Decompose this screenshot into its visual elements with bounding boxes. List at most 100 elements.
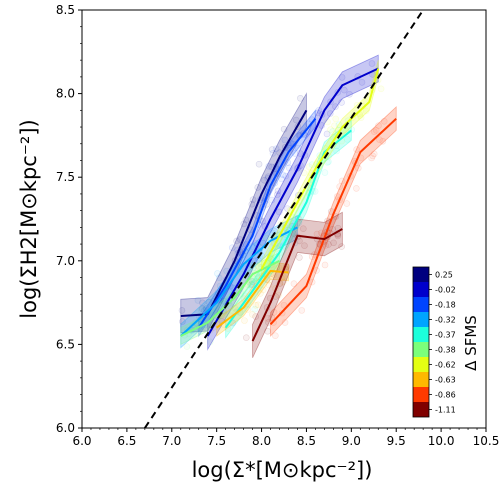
series-line — [251, 228, 343, 342]
scatter-point — [215, 274, 223, 282]
y-tick-label: 6.5 — [56, 337, 75, 351]
scatter-point — [327, 126, 334, 133]
scatter-point — [199, 305, 206, 313]
series-band — [216, 262, 289, 337]
scatter-point — [338, 243, 345, 250]
scatter-point — [372, 126, 380, 134]
scatter-point — [369, 152, 376, 160]
colorbar-label: -0.32 — [435, 316, 456, 325]
series-line — [269, 117, 397, 326]
scatter-point — [344, 136, 351, 143]
scatter-point — [296, 254, 303, 261]
scatter-point — [313, 267, 320, 274]
scatter-point — [338, 177, 346, 185]
scatter-point — [370, 128, 378, 135]
scatter-point — [299, 225, 307, 233]
y-tick-label: 7.5 — [56, 170, 75, 184]
scatter-point — [206, 338, 214, 346]
scatter-point — [318, 229, 325, 237]
scatter-point — [249, 196, 257, 203]
scatter-point — [248, 281, 256, 288]
scatter-point — [313, 230, 321, 238]
scatter-point — [331, 122, 338, 130]
scatter-point — [264, 327, 271, 335]
scatter-point — [259, 217, 266, 225]
y-tick-label: 6.0 — [56, 421, 75, 435]
scatter-point — [270, 308, 278, 316]
scatter-point — [325, 158, 332, 166]
x-tick-label: 10.5 — [473, 434, 500, 448]
scatter-point — [249, 311, 256, 318]
colorbar-segment — [413, 312, 429, 327]
scatter-point — [379, 137, 387, 145]
scatter-point — [272, 145, 280, 153]
scatter-point — [324, 159, 331, 166]
scatter-point — [354, 164, 362, 172]
scatter-point — [248, 200, 256, 208]
colorbar-label: -0.02 — [435, 286, 456, 295]
scatter-point — [338, 99, 345, 106]
y-tick-label: 8.5 — [56, 3, 75, 17]
x-tick-label: 6.5 — [117, 434, 136, 448]
scatter-point — [259, 286, 267, 294]
series-layer — [180, 67, 397, 342]
scatter-point — [322, 242, 329, 249]
scatter-point — [269, 150, 277, 157]
scatter-point — [318, 122, 325, 129]
scatter-point — [346, 90, 353, 98]
scatter-point — [332, 103, 339, 110]
scatter-point — [280, 278, 287, 286]
y-tick-label: 7.0 — [56, 254, 75, 268]
scatter-point — [251, 305, 259, 313]
x-tick-label: 8.5 — [297, 434, 316, 448]
scatter-point — [242, 334, 250, 341]
scatter-point — [335, 121, 343, 129]
series-line — [260, 68, 380, 270]
scatter-point — [254, 184, 262, 191]
scatter-point — [244, 306, 252, 313]
scatter-point — [290, 280, 298, 287]
scatter-point — [353, 146, 360, 153]
scatter-point — [199, 299, 206, 307]
colorbar-label: -0.18 — [435, 301, 456, 310]
colorbar-label: 0.25 — [435, 271, 453, 280]
colorbar-label: -1.11 — [435, 406, 456, 415]
colorbar-label: -0.38 — [435, 346, 456, 355]
x-tick-label: 6.0 — [72, 434, 91, 448]
scatter-point — [311, 188, 319, 195]
scatter-point — [240, 220, 248, 228]
y-tick-label: 8.0 — [56, 87, 75, 101]
colorbar-segment — [413, 357, 429, 372]
scatter-point — [375, 122, 382, 129]
scatter-point — [338, 74, 346, 81]
scatter-point — [321, 169, 329, 176]
scatter-point — [227, 303, 235, 310]
x-tick-label: 7.5 — [207, 434, 226, 448]
scatter-point — [323, 130, 331, 138]
scatter-point — [254, 301, 262, 309]
series-line — [206, 67, 379, 337]
scatter-point — [356, 112, 364, 119]
scatter-point — [308, 278, 316, 286]
scatter-point — [357, 114, 365, 121]
colorbar-segment — [413, 372, 429, 387]
scatter-point — [275, 291, 282, 299]
scatter-point — [272, 332, 279, 339]
x-tick-label: 8.0 — [252, 434, 271, 448]
scatter-point — [228, 244, 236, 252]
scatter-point — [194, 297, 202, 304]
scatter-point — [285, 164, 293, 172]
x-tick-label: 9.0 — [342, 434, 361, 448]
axis-layer: 6.0 6.5 7.0 7.5 8.0 8.5 9.0 9.5 10.0 10.5 6.0 6.5 7.… — [56, 3, 499, 448]
scatter-point — [275, 264, 283, 271]
scatter-point — [197, 306, 205, 314]
scatter-point — [321, 261, 329, 269]
scatter-point — [250, 276, 258, 283]
scatter-point — [294, 144, 302, 152]
scatter-point — [255, 263, 262, 270]
scatter-point — [308, 161, 316, 168]
scatter-point — [268, 196, 276, 204]
series-line — [197, 118, 317, 329]
scatter-point — [179, 318, 186, 325]
y-axis-label: log(ΣH2[M⊙kpc⁻²]) — [17, 119, 41, 318]
